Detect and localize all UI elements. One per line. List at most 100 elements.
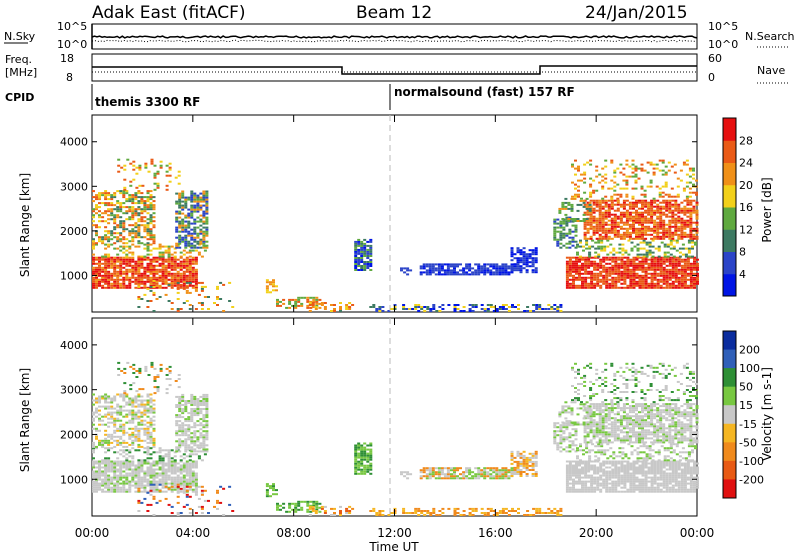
velocity-cell: [119, 413, 123, 416]
velocity-cell: [116, 403, 120, 406]
velocity-cell: [272, 489, 275, 492]
velocity-cell: [119, 449, 123, 452]
power-cell: [146, 278, 150, 281]
power-cell: [692, 183, 695, 186]
velocity-cell: [205, 408, 209, 410]
power-cell: [188, 249, 192, 252]
velocity-cell: [122, 455, 126, 458]
power-cell: [618, 251, 622, 254]
velocity-cell: [137, 464, 141, 467]
power-cell: [104, 194, 108, 197]
velocity-cell: [140, 401, 144, 404]
velocity-cell: [196, 436, 200, 439]
power-cell: [422, 271, 426, 274]
power-cell: [628, 205, 632, 208]
power-cell: [184, 196, 188, 199]
velocity-cell: [202, 430, 206, 433]
power-cell: [632, 205, 635, 208]
velocity-cell: [181, 424, 185, 427]
velocity-cell: [541, 512, 545, 514]
power-cell: [629, 264, 633, 267]
power-cell: [587, 286, 591, 289]
power-cell: [651, 255, 655, 258]
power-cell: [95, 206, 98, 209]
velocity-cell: [187, 424, 191, 427]
power-cell: [628, 219, 632, 222]
velocity-cell: [149, 437, 153, 440]
power-cell: [161, 280, 165, 283]
power-cell: [143, 196, 147, 199]
velocity-cell: [176, 482, 180, 485]
power-cell: [582, 213, 586, 216]
power-cell: [450, 265, 453, 268]
power-cell: [182, 272, 186, 275]
power-cell: [647, 276, 651, 279]
power-cell: [598, 211, 602, 214]
power-cell: [665, 201, 669, 204]
power-cell: [610, 201, 614, 204]
velocity-cell: [143, 409, 147, 412]
power-cell: [152, 206, 156, 209]
power-cell: [378, 308, 382, 310]
power-cell: [492, 265, 496, 268]
power-cell: [641, 211, 644, 214]
power-cell: [489, 269, 493, 272]
velocity-cell: [556, 514, 560, 516]
power-cell: [595, 205, 599, 208]
power-cell: [683, 270, 687, 273]
power-cell: [146, 208, 150, 211]
power-cell: [366, 240, 370, 243]
power-cell: [574, 183, 577, 186]
velocity-cell: [132, 372, 136, 374]
power-cell: [468, 269, 472, 272]
power-cell: [122, 284, 126, 287]
power-cell: [644, 229, 648, 232]
velocity-cell: [155, 501, 159, 504]
power-cell: [601, 237, 605, 240]
power-cell: [202, 240, 206, 243]
power-cell: [622, 233, 626, 236]
power-cell: [635, 233, 638, 236]
power-cell: [104, 274, 108, 277]
velocity-cell: [92, 490, 95, 493]
power-cell: [119, 258, 123, 261]
velocity-cell: [387, 514, 391, 516]
power-cell: [167, 274, 171, 277]
power-cell: [689, 286, 693, 289]
velocity-cell: [553, 507, 557, 510]
power-cell: [596, 276, 600, 279]
power-cell: [265, 291, 269, 294]
velocity-cell: [113, 478, 117, 481]
velocity-cell: [119, 470, 123, 473]
power-cell: [294, 306, 298, 309]
velocity-cell: [98, 401, 101, 404]
power-cell: [632, 217, 635, 220]
velocity-cell: [131, 401, 135, 404]
velocity-cell: [146, 399, 150, 402]
velocity-cell: [107, 474, 111, 477]
power-cell: [188, 276, 192, 279]
power-cell: [571, 165, 574, 168]
velocity-cell: [122, 397, 126, 400]
power-cell: [131, 228, 135, 231]
power-cell: [650, 209, 654, 212]
power-cell: [161, 262, 165, 265]
velocity-cell: [219, 501, 223, 504]
power-cell: [179, 260, 183, 263]
power-cell: [598, 207, 602, 210]
power-cell: [656, 217, 660, 220]
power-cell: [519, 249, 523, 252]
velocity-cell: [149, 466, 153, 469]
power-cell: [165, 184, 169, 187]
velocity-cell: [315, 502, 319, 505]
power-cell: [363, 250, 367, 253]
power-cell: [110, 286, 114, 289]
power-cell: [190, 228, 194, 231]
power-cell: [480, 267, 484, 270]
power-cell: [483, 267, 487, 270]
power-cell: [665, 203, 669, 206]
power-cell: [581, 278, 584, 281]
power-cell: [190, 222, 194, 225]
velocity-cell: [167, 486, 171, 489]
power-cell: [228, 300, 232, 302]
